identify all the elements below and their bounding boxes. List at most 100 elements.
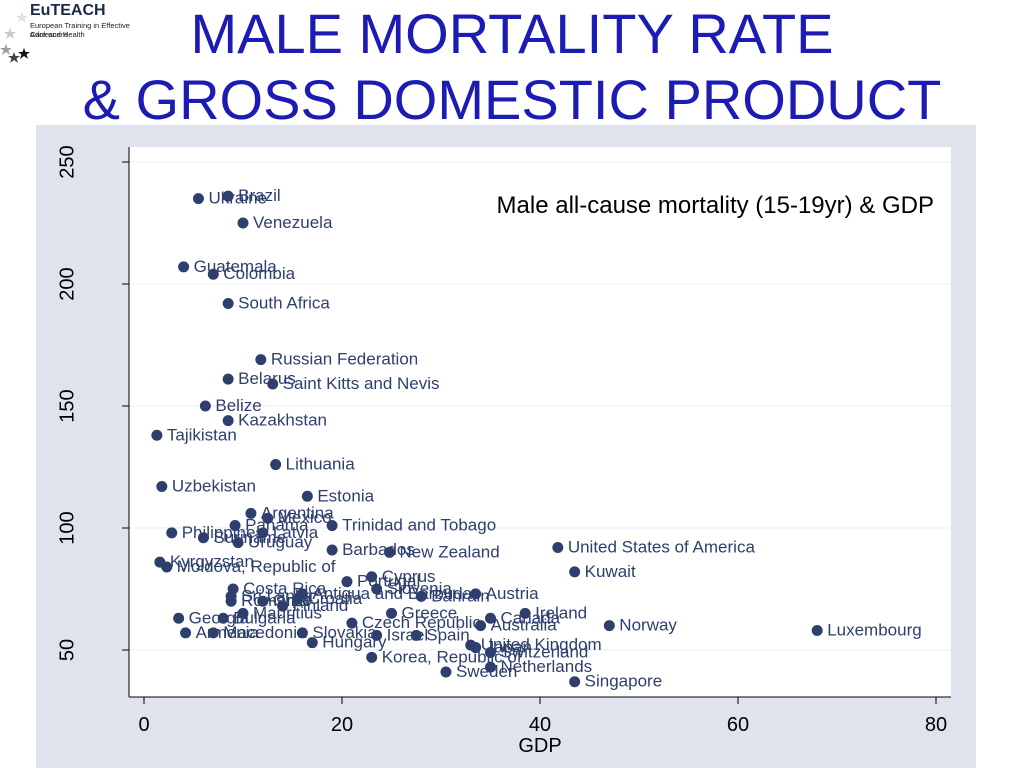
data-point-label: Macedonia xyxy=(223,623,307,642)
data-point xyxy=(225,595,237,607)
data-point xyxy=(415,590,427,602)
logo: EuTEACH European Training in Effective A… xyxy=(0,0,160,72)
data-point xyxy=(811,624,823,636)
data-point-label: Switzerland xyxy=(501,642,589,661)
data-point-label: Luxembourg xyxy=(827,620,922,639)
data-point-label: Belarus xyxy=(238,369,296,388)
data-point-label: Sweden xyxy=(456,662,517,681)
data-point-label: Romania xyxy=(241,591,310,610)
data-point-label: Spain xyxy=(426,625,469,644)
data-point-label: Belize xyxy=(215,396,261,415)
data-point xyxy=(151,429,163,441)
x-tick-label: 60 xyxy=(727,714,749,736)
data-point xyxy=(410,629,422,641)
data-point xyxy=(237,607,249,619)
data-point xyxy=(255,354,267,366)
data-point xyxy=(267,378,279,390)
data-point xyxy=(371,583,383,595)
data-point-label: New Zealand xyxy=(400,542,500,561)
data-point xyxy=(229,520,241,532)
data-point-label: Slovenia xyxy=(387,579,453,598)
x-tick-label: 40 xyxy=(529,714,551,736)
data-point xyxy=(306,637,318,649)
data-point xyxy=(384,546,396,558)
data-point-label: Lithuania xyxy=(286,455,356,474)
data-point xyxy=(173,612,185,624)
data-point-label: Slovakia xyxy=(312,623,377,642)
data-point-label: Colombia xyxy=(223,264,295,283)
page-title-line-2: & GROSS DOMESTIC PRODUCT xyxy=(82,68,942,131)
data-point-label: Kazakhstan xyxy=(238,411,327,430)
data-point xyxy=(245,507,257,519)
data-point-label: United States of America xyxy=(568,538,756,557)
data-point xyxy=(603,620,615,632)
data-point xyxy=(301,490,313,502)
data-point-label: Uzbekistan xyxy=(172,477,256,496)
data-point-label: Bahrain xyxy=(431,586,490,605)
x-tick-label: 0 xyxy=(138,714,149,736)
data-point-label: United Kingdom xyxy=(481,635,602,654)
data-point-label: Estonia xyxy=(317,486,374,505)
data-point-label: South Africa xyxy=(238,294,330,313)
data-point xyxy=(222,415,234,427)
data-point xyxy=(156,481,168,493)
data-point xyxy=(222,298,234,310)
data-point xyxy=(207,627,219,639)
data-point xyxy=(207,268,219,280)
data-point xyxy=(341,576,353,588)
data-point xyxy=(199,400,211,412)
page-title-line-1: MALE MORTALITY RATE xyxy=(190,2,834,65)
x-tick-label: 80 xyxy=(925,714,947,736)
data-point-label: Austria xyxy=(486,584,539,603)
data-point xyxy=(217,612,229,624)
data-point xyxy=(291,593,303,605)
logo-title: EuTEACH xyxy=(30,2,106,19)
data-point xyxy=(366,571,378,583)
data-point-label: Russian Federation xyxy=(271,350,418,369)
data-point-label: Czech Republic xyxy=(362,613,482,632)
data-point-label: Antigua and Barbuda xyxy=(312,584,472,603)
data-point-label: Greece xyxy=(402,603,458,622)
data-point-label: Norway xyxy=(619,616,677,635)
data-point xyxy=(470,588,482,600)
data-point-label: Singapore xyxy=(585,672,663,691)
data-point-label: Saint Kitts and Nevis xyxy=(283,374,440,393)
data-point-label: Mauritius xyxy=(253,603,322,622)
logo-subtitle-2: Care and Health xyxy=(30,30,85,39)
data-point xyxy=(222,190,234,202)
data-point xyxy=(326,544,338,556)
data-point-label: Moldova, Republic of xyxy=(177,557,336,576)
data-point-label: Bulgaria xyxy=(233,608,296,627)
data-point xyxy=(569,676,581,688)
data-point xyxy=(485,612,496,624)
data-point xyxy=(346,617,358,629)
data-point-label: Ireland xyxy=(535,603,587,622)
data-point xyxy=(475,620,487,632)
data-point-label: Canada xyxy=(501,608,561,627)
data-point xyxy=(485,646,496,658)
data-point xyxy=(161,561,173,573)
scatter-chart: 50 100 150 200 250 0 20 40 60 80 GDP Male all-cause… xyxy=(36,125,976,768)
data-point-label: Barbados xyxy=(342,540,415,559)
data-point xyxy=(257,527,269,539)
data-point xyxy=(197,532,209,544)
chart-title: Male all-cause mortality (15-19yr) & GDP xyxy=(497,192,934,219)
data-point-label: Croatia xyxy=(307,589,362,608)
stars-icon xyxy=(0,12,30,63)
x-axis-title: GDP xyxy=(518,735,561,757)
data-point xyxy=(232,537,244,549)
data-point-label: Hungary xyxy=(322,633,387,652)
data-point-label: Suriname xyxy=(213,528,286,547)
data-point-label: Tajikistan xyxy=(167,425,237,444)
data-point-label: Kuwait xyxy=(585,562,636,581)
data-point-label: Ukraine xyxy=(208,189,267,208)
data-point xyxy=(296,627,308,639)
data-point-label: Mexico xyxy=(278,508,332,527)
data-point xyxy=(180,627,192,639)
data-point xyxy=(257,595,269,607)
y-tick-label: 50 xyxy=(56,639,78,661)
y-tick-label: 200 xyxy=(56,267,78,300)
data-point xyxy=(440,666,452,678)
data-point xyxy=(366,651,378,663)
data-point-label: Cyprus xyxy=(382,567,436,586)
